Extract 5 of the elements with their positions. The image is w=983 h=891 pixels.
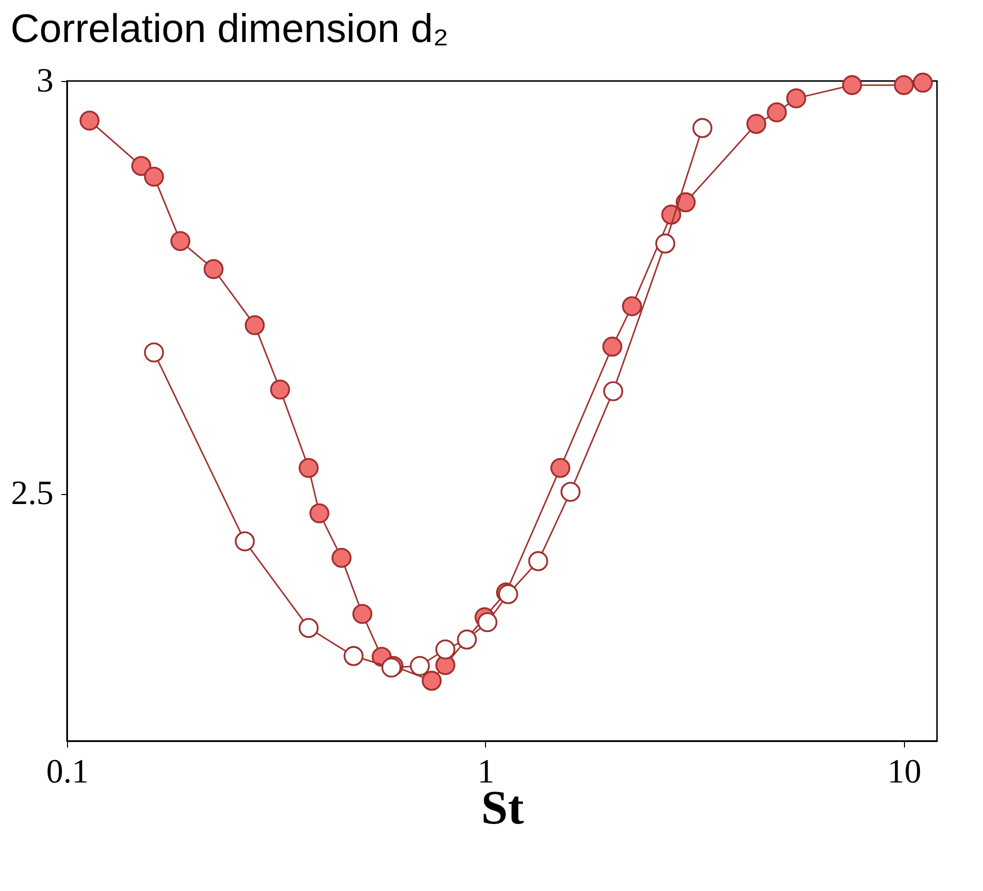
chart-title: Correlation dimension d₂	[10, 7, 448, 51]
y-tick-label: 2.5	[11, 475, 54, 512]
x-tick-label: 0.1	[46, 754, 89, 790]
x-tick-label: 10	[887, 754, 922, 790]
y-tick-label: 3	[36, 62, 54, 100]
